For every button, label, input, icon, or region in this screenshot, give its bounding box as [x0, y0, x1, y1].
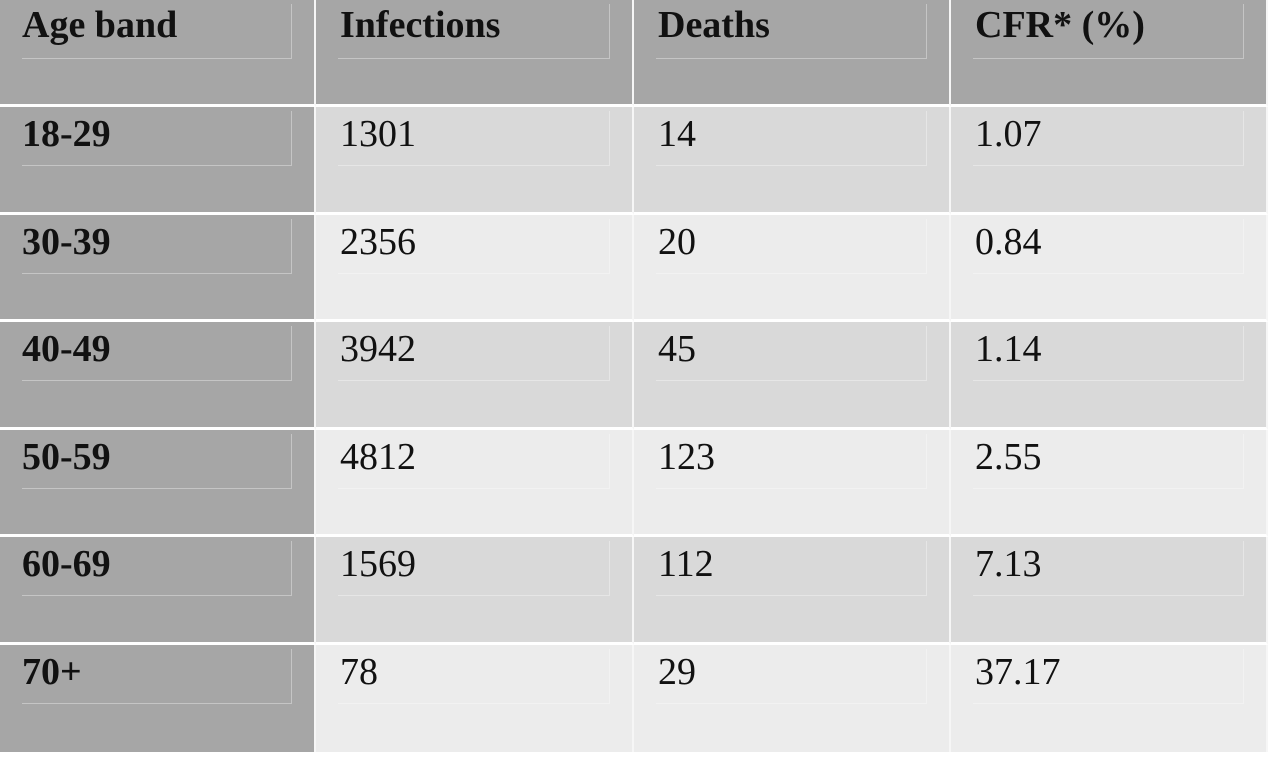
cell-deaths: 20 [634, 214, 951, 322]
row-label-age-band: 40-49 [0, 322, 316, 430]
row-label-age-band: 50-59 [0, 429, 316, 537]
cell-infections: 3942 [316, 322, 634, 430]
cell-deaths: 14 [634, 107, 951, 215]
cell-cfr: 1.14 [951, 322, 1268, 430]
row-label-age-band: 18-29 [0, 107, 316, 215]
cell-infections: 78 [316, 644, 634, 752]
cell-deaths: 29 [634, 644, 951, 752]
row-label-age-band: 60-69 [0, 537, 316, 645]
row-label-age-band: 30-39 [0, 214, 316, 322]
cell-infections: 1301 [316, 107, 634, 215]
cell-infections: 1569 [316, 537, 634, 645]
cell-deaths: 123 [634, 429, 951, 537]
cell-cfr: 7.13 [951, 537, 1268, 645]
column-header-age-band: Age band [0, 0, 316, 107]
row-label-age-band: 70+ [0, 644, 316, 752]
cell-cfr: 37.17 [951, 644, 1268, 752]
cell-infections: 2356 [316, 214, 634, 322]
column-header-cfr: CFR* (%) [951, 0, 1268, 107]
column-header-infections: Infections [316, 0, 634, 107]
column-header-deaths: Deaths [634, 0, 951, 107]
cell-cfr: 1.07 [951, 107, 1268, 215]
cell-infections: 4812 [316, 429, 634, 537]
data-table: Age band Infections Deaths CFR* (%) 18-2… [0, 0, 1268, 752]
cell-deaths: 112 [634, 537, 951, 645]
cell-cfr: 2.55 [951, 429, 1268, 537]
cell-deaths: 45 [634, 322, 951, 430]
cell-cfr: 0.84 [951, 214, 1268, 322]
